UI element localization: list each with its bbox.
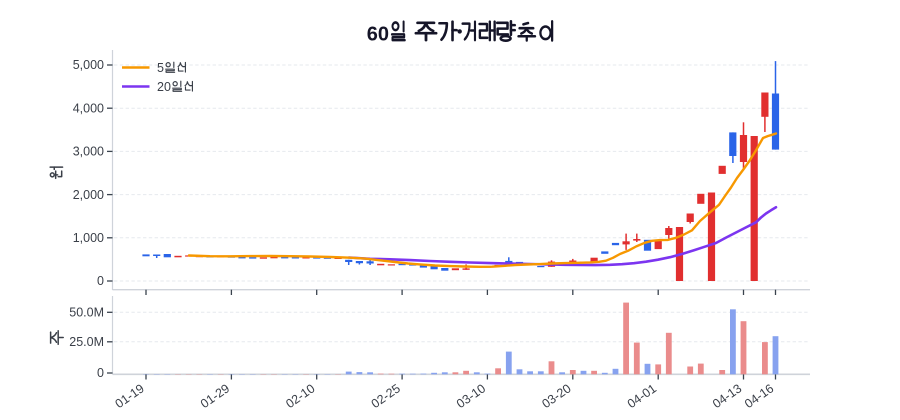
svg-text:4,000: 4,000 bbox=[73, 101, 104, 115]
svg-text:2,000: 2,000 bbox=[73, 188, 104, 202]
svg-text:5: 5 bbox=[157, 61, 164, 75]
svg-text:04-16: 04-16 bbox=[742, 381, 776, 411]
svg-text:60: 60 bbox=[367, 23, 389, 45]
svg-text:1,000: 1,000 bbox=[73, 231, 104, 245]
svg-text:50.0M: 50.0M bbox=[69, 306, 104, 320]
svg-text:01-19: 01-19 bbox=[113, 381, 147, 411]
svg-text:5,000: 5,000 bbox=[73, 58, 104, 72]
svg-text:03-20: 03-20 bbox=[539, 381, 573, 411]
svg-text:3,000: 3,000 bbox=[73, 145, 104, 159]
svg-text:01-29: 01-29 bbox=[198, 381, 232, 411]
svg-text:20: 20 bbox=[157, 80, 171, 94]
svg-text:04-13: 04-13 bbox=[710, 381, 744, 411]
svg-text:04-01: 04-01 bbox=[625, 381, 659, 411]
svg-text:02-10: 02-10 bbox=[283, 381, 317, 411]
svg-text:0: 0 bbox=[97, 366, 104, 380]
svg-text:0: 0 bbox=[97, 274, 104, 288]
svg-text:03-10: 03-10 bbox=[454, 381, 488, 411]
svg-text:25.0M: 25.0M bbox=[69, 335, 104, 349]
svg-text:02-25: 02-25 bbox=[369, 381, 403, 411]
